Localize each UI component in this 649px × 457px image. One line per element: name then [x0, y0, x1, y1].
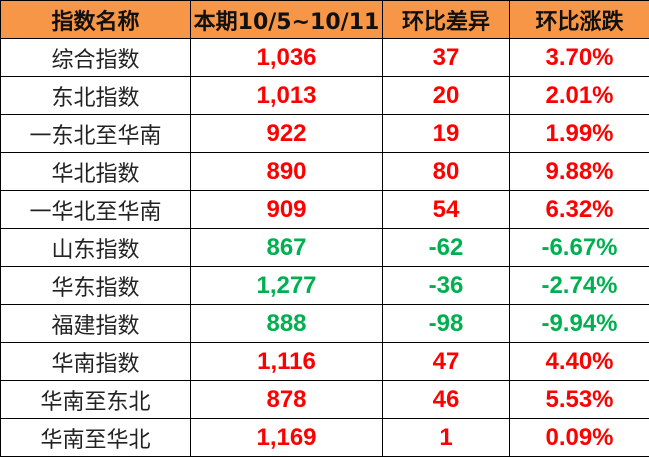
index-name-cell: 华南至华北: [0, 418, 191, 457]
header-diff: 环比差异: [382, 0, 510, 39]
index-name-cell: 一东北至华南: [0, 114, 191, 153]
diff-cell: 19: [382, 114, 510, 153]
table-row: 华南至华北 1,169 1 0.09%: [0, 418, 649, 457]
index-name-cell: 山东指数: [0, 228, 191, 267]
pct-change-cell: 5.53%: [509, 380, 649, 419]
table-row: 山东指数 867 -62 -6.67%: [0, 228, 649, 267]
current-value-cell: 1,116: [190, 342, 383, 381]
current-value-cell: 1,013: [190, 76, 383, 115]
diff-cell: -36: [382, 266, 510, 305]
table-row: 华南指数 1,116 47 4.40%: [0, 342, 649, 381]
diff-cell: 54: [382, 190, 510, 229]
index-name-cell: 东北指数: [0, 76, 191, 115]
index-name-cell: 华南至东北: [0, 380, 191, 419]
current-value-cell: 867: [190, 228, 383, 267]
table-row: 东北指数 1,013 20 2.01%: [0, 76, 649, 115]
diff-cell: 47: [382, 342, 510, 381]
current-value-cell: 888: [190, 304, 383, 343]
pct-change-cell: 3.70%: [509, 38, 649, 77]
diff-cell: -98: [382, 304, 510, 343]
diff-cell: 80: [382, 152, 510, 191]
current-value-cell: 1,036: [190, 38, 383, 77]
table-row: 华东指数 1,277 -36 -2.74%: [0, 266, 649, 305]
header-current: 本期10/5~10/11: [190, 0, 383, 39]
pct-change-cell: 1.99%: [509, 114, 649, 153]
current-value-cell: 922: [190, 114, 383, 153]
diff-cell: 37: [382, 38, 510, 77]
pct-change-cell: -6.67%: [509, 228, 649, 267]
index-name-cell: 综合指数: [0, 38, 191, 77]
index-name-cell: 一华北至华南: [0, 190, 191, 229]
index-name-cell: 华南指数: [0, 342, 191, 381]
table-row: 综合指数 1,036 37 3.70%: [0, 38, 649, 77]
current-value-cell: 909: [190, 190, 383, 229]
current-value-cell: 1,169: [190, 418, 383, 457]
index-name-cell: 华北指数: [0, 152, 191, 191]
current-value-cell: 878: [190, 380, 383, 419]
header-name: 指数名称: [0, 0, 191, 39]
table-row: 华北指数 890 80 9.88%: [0, 152, 649, 191]
current-value-cell: 890: [190, 152, 383, 191]
table-row: 一华北至华南 909 54 6.32%: [0, 190, 649, 229]
header-pct: 环比涨跌: [509, 0, 649, 39]
diff-cell: 1: [382, 418, 510, 457]
current-value-cell: 1,277: [190, 266, 383, 305]
pct-change-cell: -2.74%: [509, 266, 649, 305]
table-row: 一东北至华南 922 19 1.99%: [0, 114, 649, 153]
index-name-cell: 福建指数: [0, 304, 191, 343]
index-name-cell: 华东指数: [0, 266, 191, 305]
table-row: 福建指数 888 -98 -9.94%: [0, 304, 649, 343]
diff-cell: 20: [382, 76, 510, 115]
diff-cell: -62: [382, 228, 510, 267]
pct-change-cell: 9.88%: [509, 152, 649, 191]
header-row: 指数名称 本期10/5~10/11 环比差异 环比涨跌: [0, 0, 649, 39]
pct-change-cell: 4.40%: [509, 342, 649, 381]
table-row: 华南至东北 878 46 5.53%: [0, 380, 649, 419]
pct-change-cell: 0.09%: [509, 418, 649, 457]
pct-change-cell: 2.01%: [509, 76, 649, 115]
pct-change-cell: 6.32%: [509, 190, 649, 229]
pct-change-cell: -9.94%: [509, 304, 649, 343]
diff-cell: 46: [382, 380, 510, 419]
